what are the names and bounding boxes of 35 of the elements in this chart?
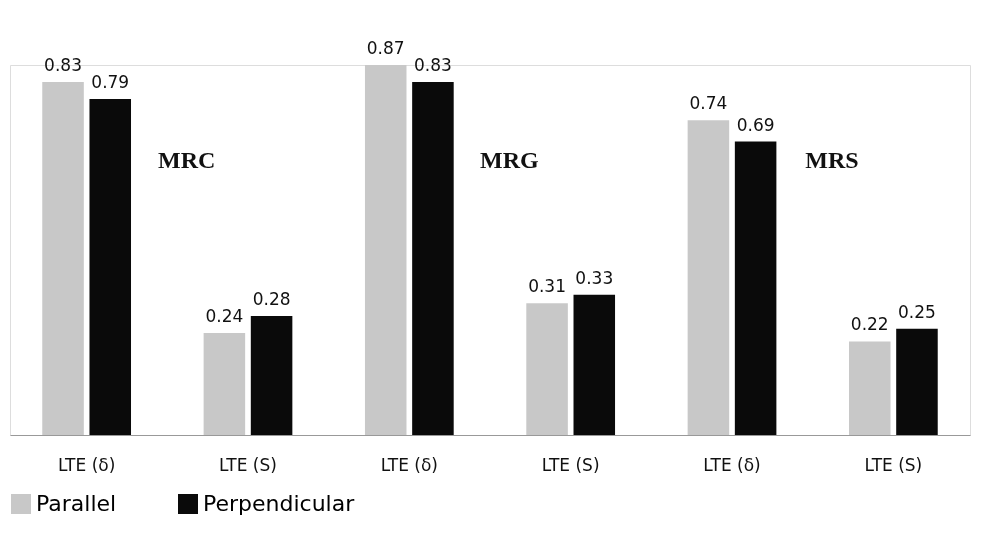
data-label: 0.74 bbox=[689, 93, 728, 114]
annotation: MRS bbox=[805, 147, 859, 174]
x-tick-label: LTE (δ) bbox=[380, 454, 438, 475]
data-label: 0.24 bbox=[205, 305, 244, 326]
bar bbox=[896, 328, 938, 435]
data-label: 0.25 bbox=[898, 301, 936, 322]
x-tick-label: LTE (S) bbox=[864, 454, 923, 475]
bar bbox=[203, 332, 246, 435]
x-tick-label: LTE (δ) bbox=[703, 454, 761, 475]
data-label: 0.28 bbox=[252, 288, 291, 309]
bar bbox=[687, 120, 730, 435]
data-label: 0.79 bbox=[91, 72, 130, 93]
annotation: MRG bbox=[480, 147, 539, 174]
x-tick-label: LTE (δ) bbox=[57, 454, 116, 475]
data-label: 0.83 bbox=[44, 55, 82, 76]
bar bbox=[42, 82, 84, 435]
data-label: 0.31 bbox=[528, 276, 566, 297]
bar bbox=[573, 294, 616, 435]
bar bbox=[412, 82, 454, 435]
bar bbox=[250, 315, 293, 435]
data-label: 0.69 bbox=[736, 114, 775, 135]
bar bbox=[364, 65, 407, 435]
x-tick-label: LTE (S) bbox=[219, 454, 277, 475]
data-label: 0.83 bbox=[414, 55, 452, 76]
bar bbox=[848, 341, 891, 435]
bar bbox=[89, 99, 132, 435]
data-label: 0.22 bbox=[850, 314, 889, 335]
annotation: MRC bbox=[157, 147, 216, 174]
x-tick-label: LTE (S) bbox=[541, 454, 600, 475]
data-label: 0.87 bbox=[366, 38, 405, 58]
bar bbox=[526, 303, 568, 435]
legend-label: Perpendicular bbox=[203, 491, 356, 516]
bar bbox=[734, 141, 777, 435]
legend-label: Parallel bbox=[36, 491, 117, 516]
data-label: 0.33 bbox=[575, 267, 614, 288]
